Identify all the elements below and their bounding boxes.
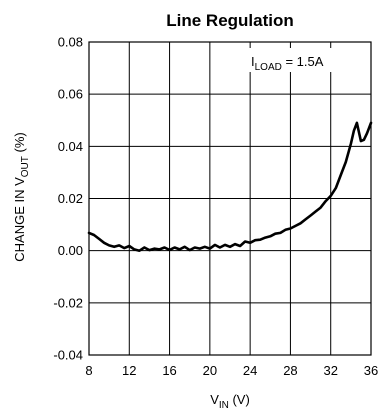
x-tick-label: 16 [162,363,176,378]
y-tick-label: 0.06 [58,87,83,102]
x-axis-label-unit: (V) [229,392,250,407]
x-tick-label: 32 [323,363,337,378]
y-axis-label-main: CHANGE IN V [12,177,27,262]
x-axis-label-main: V [210,392,219,407]
x-tick-label: 12 [122,363,136,378]
plot-frame [88,41,372,356]
x-axis-label-subscript: IN [219,400,229,410]
y-axis-label-unit: (%) [12,132,27,156]
chart-title: Line Regulation [166,11,294,30]
x-tick-label: 36 [364,363,378,378]
y-tick-label: 0.00 [58,243,83,258]
x-tick-label: 20 [203,363,217,378]
annotation-iload: ILOAD = 1.5A [251,54,324,73]
y-tick-label: 0.04 [58,139,83,154]
y-axis-label-subscript: OUT [20,156,31,177]
x-tick-labels: 8 12 16 20 24 28 32 36 [85,363,378,378]
annotation-subscript: LOAD [255,62,282,73]
y-tick-label: -0.02 [53,295,83,310]
x-tick-label: 28 [283,363,297,378]
y-tick-label: 0.08 [58,35,83,50]
y-tick-label: -0.04 [53,348,83,363]
annotation-main: I [251,54,255,69]
x-tick-label: 24 [243,363,257,378]
x-axis-label: VIN (V) [210,392,250,410]
series-line-change-in-vout [87,121,373,252]
x-tick-label: 8 [85,363,92,378]
annotation-value: = 1.5A [282,54,324,69]
y-tick-labels: -0.04 -0.02 0.00 0.02 0.04 0.06 0.08 [53,35,83,363]
annotation-background [248,48,352,72]
y-tick-label: 0.02 [58,191,83,206]
y-axis-label: CHANGE IN VOUT (%) [12,132,31,261]
